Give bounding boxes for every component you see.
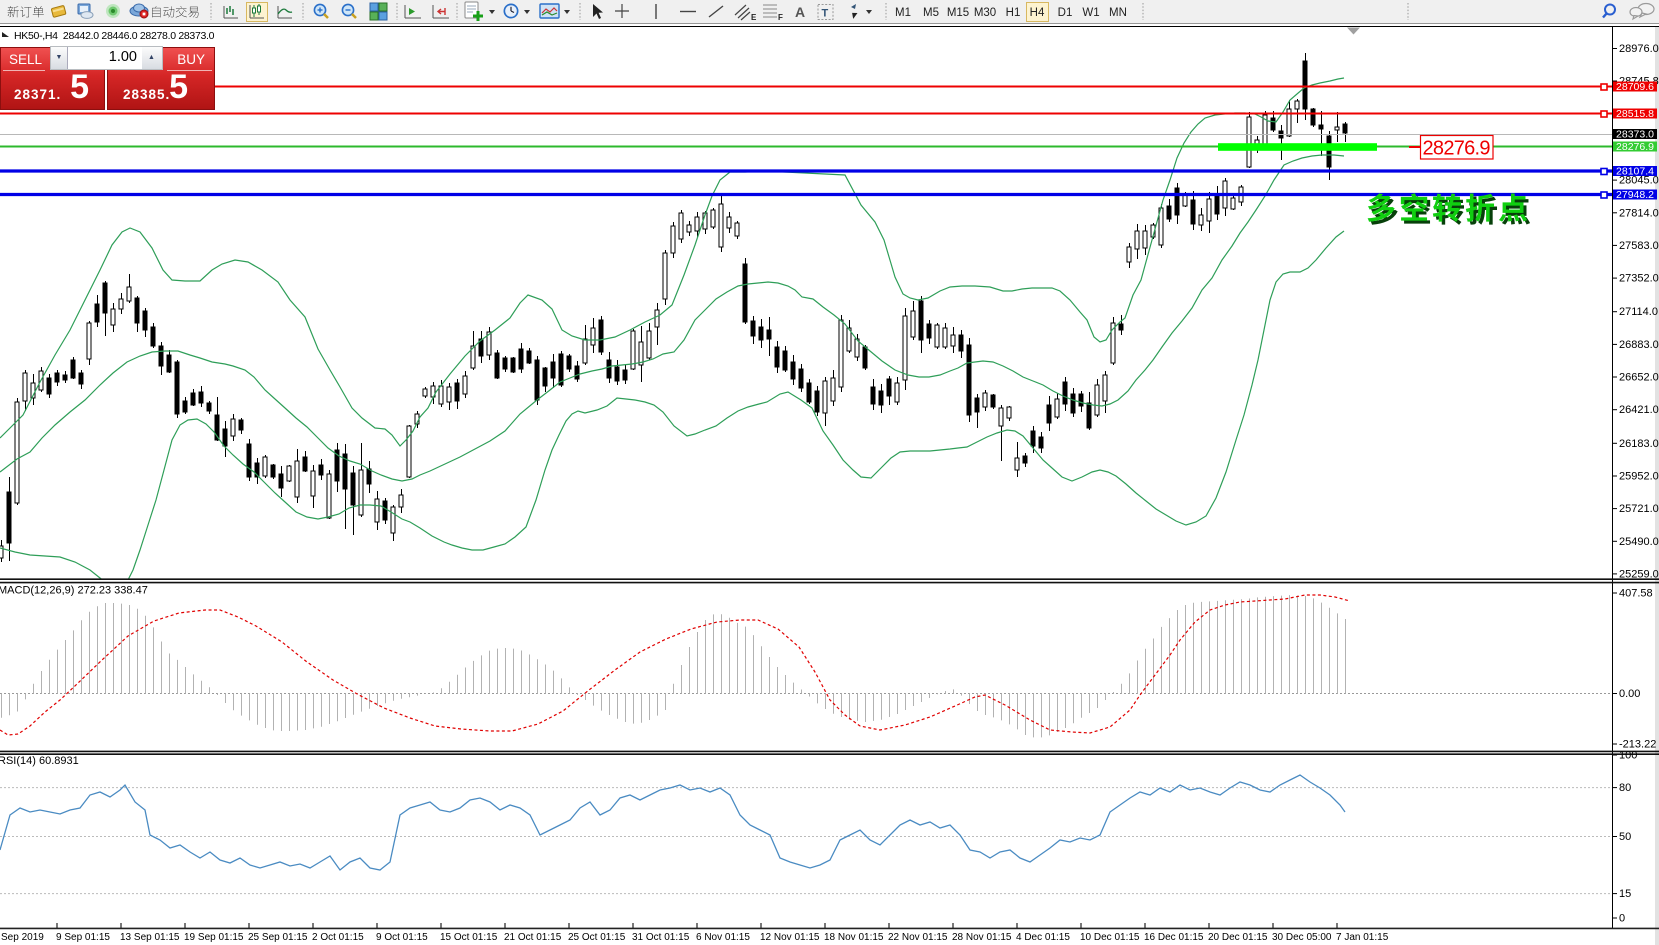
svg-text:19 Sep 01:15: 19 Sep 01:15 bbox=[184, 932, 244, 943]
svg-text:6 Nov 01:15: 6 Nov 01:15 bbox=[696, 932, 750, 943]
svg-text:M1: M1 bbox=[895, 7, 911, 19]
svg-text:H1: H1 bbox=[1006, 7, 1021, 19]
svg-text:7 Jan 01:15: 7 Jan 01:15 bbox=[1336, 932, 1389, 943]
svg-text:0: 0 bbox=[1619, 913, 1625, 925]
svg-text:27948.2: 27948.2 bbox=[1616, 189, 1654, 201]
svg-text:80: 80 bbox=[1619, 782, 1631, 794]
svg-text:M30: M30 bbox=[974, 7, 996, 19]
svg-text:28515.8: 28515.8 bbox=[1616, 108, 1654, 120]
svg-text:27352.0: 27352.0 bbox=[1619, 273, 1659, 285]
svg-text:28976.0: 28976.0 bbox=[1619, 43, 1659, 55]
svg-text:M5: M5 bbox=[923, 7, 939, 19]
svg-text:28045.0: 28045.0 bbox=[1619, 175, 1659, 187]
svg-text:2 Oct 01:15: 2 Oct 01:15 bbox=[312, 932, 364, 943]
svg-text:12 Nov 01:15: 12 Nov 01:15 bbox=[760, 932, 820, 943]
svg-text:D1: D1 bbox=[1058, 7, 1073, 19]
svg-text:10 Dec 01:15: 10 Dec 01:15 bbox=[1080, 932, 1140, 943]
svg-text:28709.6: 28709.6 bbox=[1616, 81, 1654, 93]
svg-text:MACD(12,26,9) 272.23 338.47: MACD(12,26,9) 272.23 338.47 bbox=[0, 585, 148, 597]
svg-text:T: T bbox=[822, 8, 829, 20]
svg-text:9 Oct 01:15: 9 Oct 01:15 bbox=[376, 932, 428, 943]
svg-text:25721.0: 25721.0 bbox=[1619, 503, 1659, 515]
svg-text:26652.0: 26652.0 bbox=[1619, 372, 1659, 384]
svg-text:15: 15 bbox=[1619, 888, 1631, 900]
svg-text:28276.9: 28276.9 bbox=[1423, 138, 1491, 160]
svg-text:4 Dec 01:15: 4 Dec 01:15 bbox=[1016, 932, 1070, 943]
svg-text:9 Sep 01:15: 9 Sep 01:15 bbox=[56, 932, 110, 943]
svg-text:MN: MN bbox=[1109, 7, 1127, 19]
svg-text:27583.0: 27583.0 bbox=[1619, 240, 1659, 252]
svg-text:25 Sep 01:15: 25 Sep 01:15 bbox=[248, 932, 308, 943]
svg-text:25 Oct 01:15: 25 Oct 01:15 bbox=[568, 932, 626, 943]
svg-text:A: A bbox=[795, 4, 805, 20]
svg-text:20 Dec 01:15: 20 Dec 01:15 bbox=[1208, 932, 1268, 943]
svg-text:407.58: 407.58 bbox=[1619, 588, 1653, 600]
svg-text:HK50-,H4 28442.0 28446.0 2827: HK50-,H4 28442.0 28446.0 28278.0 28373.0 bbox=[14, 30, 215, 42]
svg-text:21 Oct 01:15: 21 Oct 01:15 bbox=[504, 932, 562, 943]
svg-text:RSI(14) 60.8931: RSI(14) 60.8931 bbox=[0, 755, 79, 767]
svg-text:50: 50 bbox=[1619, 831, 1631, 843]
svg-text:25490.0: 25490.0 bbox=[1619, 536, 1659, 548]
svg-text:15 Oct 01:15: 15 Oct 01:15 bbox=[440, 932, 498, 943]
svg-text:28107.4: 28107.4 bbox=[1616, 166, 1654, 178]
svg-text:27814.0: 27814.0 bbox=[1619, 207, 1659, 219]
svg-text:30 Dec 05:00: 30 Dec 05:00 bbox=[1272, 932, 1332, 943]
svg-text:16 Dec 01:15: 16 Dec 01:15 bbox=[1144, 932, 1204, 943]
svg-text:E: E bbox=[751, 13, 757, 22]
svg-text:26421.0: 26421.0 bbox=[1619, 404, 1659, 416]
svg-text:28276.9: 28276.9 bbox=[1616, 141, 1654, 153]
svg-text:18 Nov 01:15: 18 Nov 01:15 bbox=[824, 932, 884, 943]
svg-text:H4: H4 bbox=[1030, 7, 1045, 19]
svg-text:28 Nov 01:15: 28 Nov 01:15 bbox=[952, 932, 1012, 943]
svg-text:22 Nov 01:15: 22 Nov 01:15 bbox=[888, 932, 948, 943]
svg-text:0.00: 0.00 bbox=[1619, 688, 1640, 700]
svg-text:13 Sep 01:15: 13 Sep 01:15 bbox=[120, 932, 180, 943]
svg-text:28373.0: 28373.0 bbox=[1616, 129, 1654, 141]
svg-text:25952.0: 25952.0 bbox=[1619, 471, 1659, 483]
svg-text:100: 100 bbox=[1619, 750, 1637, 762]
svg-text:26883.0: 26883.0 bbox=[1619, 339, 1659, 351]
svg-text:M15: M15 bbox=[947, 7, 969, 19]
svg-text:-213.22: -213.22 bbox=[1619, 739, 1656, 751]
svg-text:25259.0: 25259.0 bbox=[1619, 568, 1659, 580]
svg-text:31 Oct 01:15: 31 Oct 01:15 bbox=[632, 932, 690, 943]
svg-text:26183.0: 26183.0 bbox=[1619, 438, 1659, 450]
svg-text:Sep 2019: Sep 2019 bbox=[1, 932, 44, 943]
svg-text:27114.0: 27114.0 bbox=[1619, 306, 1658, 318]
svg-text:W1: W1 bbox=[1082, 7, 1099, 19]
svg-text:F: F bbox=[778, 13, 783, 22]
